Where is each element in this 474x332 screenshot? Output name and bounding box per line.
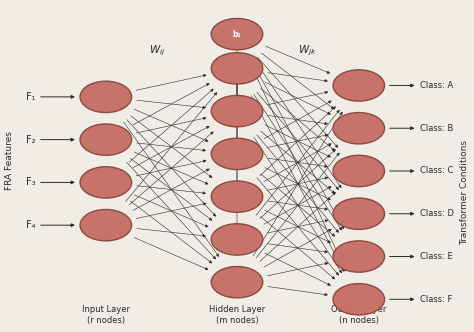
Circle shape (211, 95, 263, 127)
Text: Class: F: Class: F (419, 295, 452, 304)
Circle shape (80, 167, 132, 198)
Text: Input Layer
(r nodes): Input Layer (r nodes) (82, 305, 130, 325)
Text: $W_{jk}$: $W_{jk}$ (298, 44, 317, 58)
Text: b₁: b₁ (233, 30, 241, 39)
Text: F₁: F₁ (26, 92, 36, 102)
Circle shape (211, 224, 263, 255)
Text: F₃: F₃ (26, 177, 36, 187)
Text: F₄: F₄ (26, 220, 36, 230)
Circle shape (211, 267, 263, 298)
Text: Hidden Layer
(m nodes): Hidden Layer (m nodes) (209, 305, 265, 325)
Text: $W_{ij}$: $W_{ij}$ (149, 44, 165, 58)
Text: Class: C: Class: C (419, 166, 453, 176)
Circle shape (211, 138, 263, 170)
Circle shape (211, 181, 263, 212)
Circle shape (333, 241, 384, 272)
Circle shape (333, 284, 384, 315)
Text: Class: E: Class: E (419, 252, 453, 261)
Circle shape (333, 198, 384, 229)
Circle shape (333, 113, 384, 144)
Text: Output Layer
(n nodes): Output Layer (n nodes) (331, 305, 386, 325)
Circle shape (211, 19, 263, 50)
Text: Class: B: Class: B (419, 124, 453, 133)
Text: F₂: F₂ (26, 135, 36, 145)
Text: Class: D: Class: D (419, 209, 454, 218)
Text: Transformer Conditions: Transformer Conditions (460, 140, 469, 245)
Circle shape (80, 209, 132, 241)
Circle shape (80, 81, 132, 113)
Text: FRA Features: FRA Features (5, 131, 14, 191)
Circle shape (80, 124, 132, 155)
Text: Class: A: Class: A (419, 81, 453, 90)
Circle shape (333, 155, 384, 187)
Circle shape (333, 70, 384, 101)
Circle shape (211, 53, 263, 84)
